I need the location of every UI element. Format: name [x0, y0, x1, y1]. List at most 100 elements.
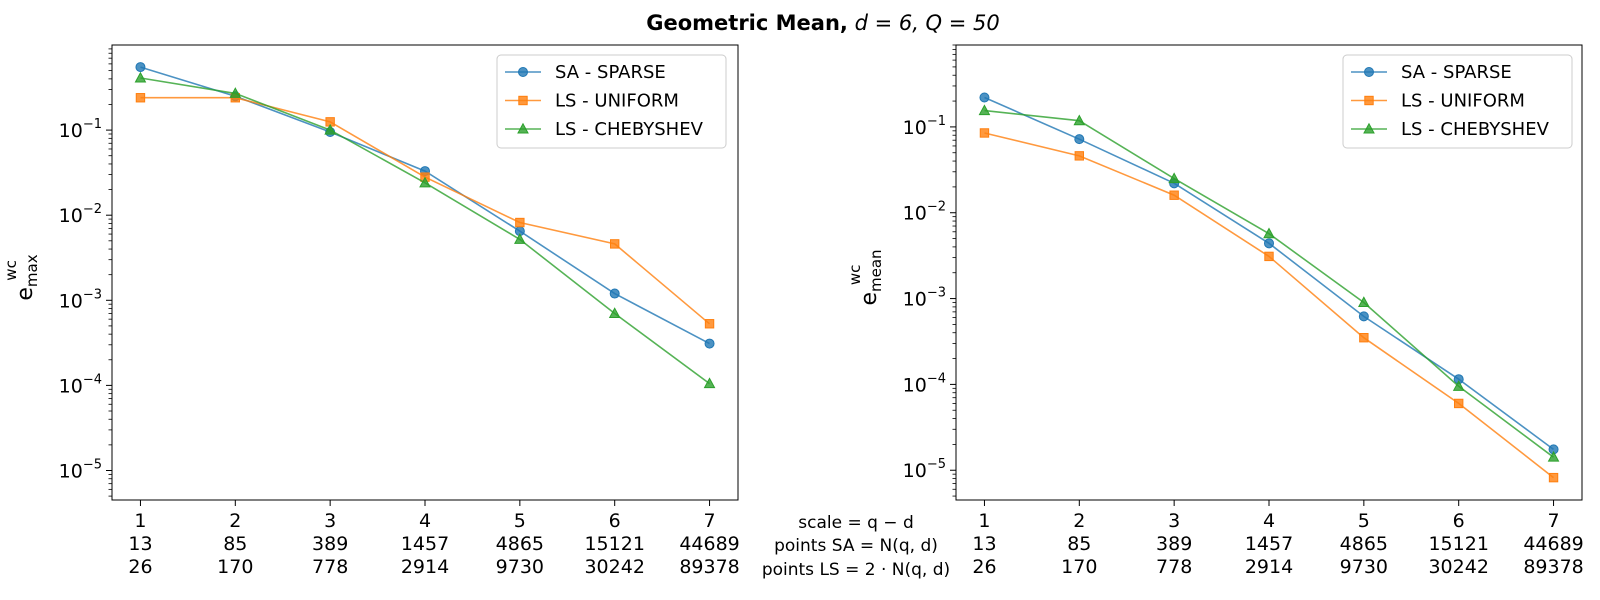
- y-tick-exponent: −1: [927, 114, 946, 129]
- legend-label: LS - CHEBYSHEV: [1401, 119, 1550, 140]
- figure-title-bold: Geometric Mean,: [646, 11, 848, 35]
- x-tick-label: 4: [419, 510, 431, 532]
- x-tick-label: 4: [1263, 510, 1275, 532]
- x-tick-label: 26: [128, 556, 152, 578]
- x-tick-label: 389: [1156, 533, 1192, 555]
- data-point: [1452, 380, 1465, 391]
- data-point: [324, 123, 336, 135]
- y-tick-label: 10−2: [59, 202, 102, 227]
- data-point: [1264, 238, 1274, 249]
- data-point: [1168, 172, 1180, 184]
- y-tick-exponent: −3: [927, 286, 946, 301]
- x-tick-label: 5: [1358, 510, 1370, 532]
- y-tick-label: 10−3: [59, 287, 102, 312]
- y-label-subscript: mean: [867, 249, 885, 292]
- y-label-superscript: wc: [2, 260, 20, 281]
- y-axis-label: emax: [13, 254, 41, 300]
- y-tick-label: 10−2: [903, 200, 946, 225]
- x-tick-label: 85: [223, 533, 247, 555]
- data-point: [978, 104, 991, 116]
- y-tick-exponent: −1: [83, 117, 102, 132]
- y-tick-label: 10−4: [903, 371, 946, 396]
- data-point: [419, 176, 431, 188]
- data-point: [515, 217, 525, 228]
- x-tick-label: 1: [134, 510, 146, 532]
- legend-label: LS - UNIFORM: [555, 91, 679, 112]
- center-caption-points-sa: points SA = N(q, d): [774, 536, 938, 556]
- x-tick-label: 7: [703, 510, 715, 532]
- x-tick-label: 389: [312, 533, 348, 555]
- data-point: [1169, 190, 1179, 200]
- legend-label: SA - SPARSE: [555, 62, 666, 83]
- data-point: [1264, 251, 1274, 262]
- y-tick-base: 10: [903, 374, 927, 396]
- x-tick-label: 44689: [679, 533, 739, 555]
- data-point: [1263, 227, 1275, 239]
- data-point: [703, 377, 716, 389]
- y-tick-exponent: −5: [927, 457, 946, 472]
- x-tick-label: 13: [972, 533, 996, 555]
- x-tick-label: 4865: [496, 533, 544, 555]
- y-tick-base: 10: [903, 203, 927, 225]
- data-point: [135, 93, 146, 103]
- series-line: [984, 109, 1554, 458]
- x-tick-label: 1457: [1245, 533, 1293, 555]
- y-label-base: e: [13, 287, 38, 301]
- x-tick-label: 15121: [584, 533, 644, 555]
- x-tick-label: 6: [609, 510, 621, 532]
- x-tick-label: 778: [312, 556, 348, 578]
- x-tick-label: 44689: [1523, 533, 1583, 555]
- y-tick-label: 10−3: [903, 286, 946, 311]
- data-point: [1358, 311, 1369, 322]
- data-point: [1359, 333, 1369, 343]
- chart-panel-mean: 10−110−210−310−410−5emeanwc1132628517033…: [846, 44, 1584, 578]
- y-tick-label: 10−4: [59, 372, 102, 397]
- x-tick-label: 89378: [679, 556, 739, 578]
- y-label-base: e: [857, 292, 882, 306]
- y-label-subscript: max: [23, 254, 41, 287]
- data-point: [135, 62, 146, 73]
- y-tick-exponent: −2: [83, 202, 102, 217]
- y-tick-exponent: −3: [83, 287, 102, 302]
- x-tick-label: 3: [324, 510, 336, 532]
- x-tick-label: 30242: [584, 556, 644, 578]
- data-point: [1358, 296, 1370, 307]
- data-point: [704, 319, 715, 329]
- legend-marker: [1364, 67, 1374, 77]
- series-line: [984, 96, 1554, 451]
- data-point: [979, 128, 990, 138]
- y-tick-base: 10: [903, 117, 927, 139]
- x-tick-label: 13: [128, 533, 152, 555]
- data-point: [609, 288, 620, 299]
- data-point: [514, 233, 526, 244]
- x-tick-label: 2: [1073, 510, 1085, 532]
- legend-frame: [496, 54, 727, 149]
- x-tick-label: 30242: [1428, 556, 1488, 578]
- x-tick-label: 778: [1156, 556, 1192, 578]
- legend: SA - SPARSE LS - UNIFORM LS - CHEBYSHEV: [1342, 54, 1573, 149]
- x-tick-label: 2914: [401, 556, 449, 578]
- y-tick-base: 10: [903, 460, 927, 482]
- y-tick-base: 10: [903, 289, 927, 311]
- legend-marker: [1363, 122, 1375, 134]
- legend-marker: [518, 95, 528, 106]
- data-point: [609, 239, 620, 249]
- x-tick-label: 170: [217, 556, 253, 578]
- data-point: [1073, 114, 1086, 126]
- data-point: [608, 307, 621, 318]
- y-tick-exponent: −4: [927, 371, 946, 386]
- legend-marker: [518, 67, 528, 77]
- x-tick-label: 5: [514, 510, 526, 532]
- center-caption-scale: scale = q − d: [798, 513, 914, 533]
- y-tick-base: 10: [59, 375, 83, 397]
- x-tick-label: 1: [978, 510, 990, 532]
- x-tick-label: 2: [229, 510, 241, 532]
- x-tick-label: 2914: [1245, 556, 1293, 578]
- x-tick-label: 15121: [1428, 533, 1488, 555]
- data-point: [1548, 472, 1559, 483]
- figure-title-math: d = 6, Q = 50: [855, 11, 1000, 35]
- x-tick-label: 9730: [1340, 556, 1388, 578]
- data-point: [704, 338, 715, 349]
- x-tick-label: 7: [1547, 510, 1559, 532]
